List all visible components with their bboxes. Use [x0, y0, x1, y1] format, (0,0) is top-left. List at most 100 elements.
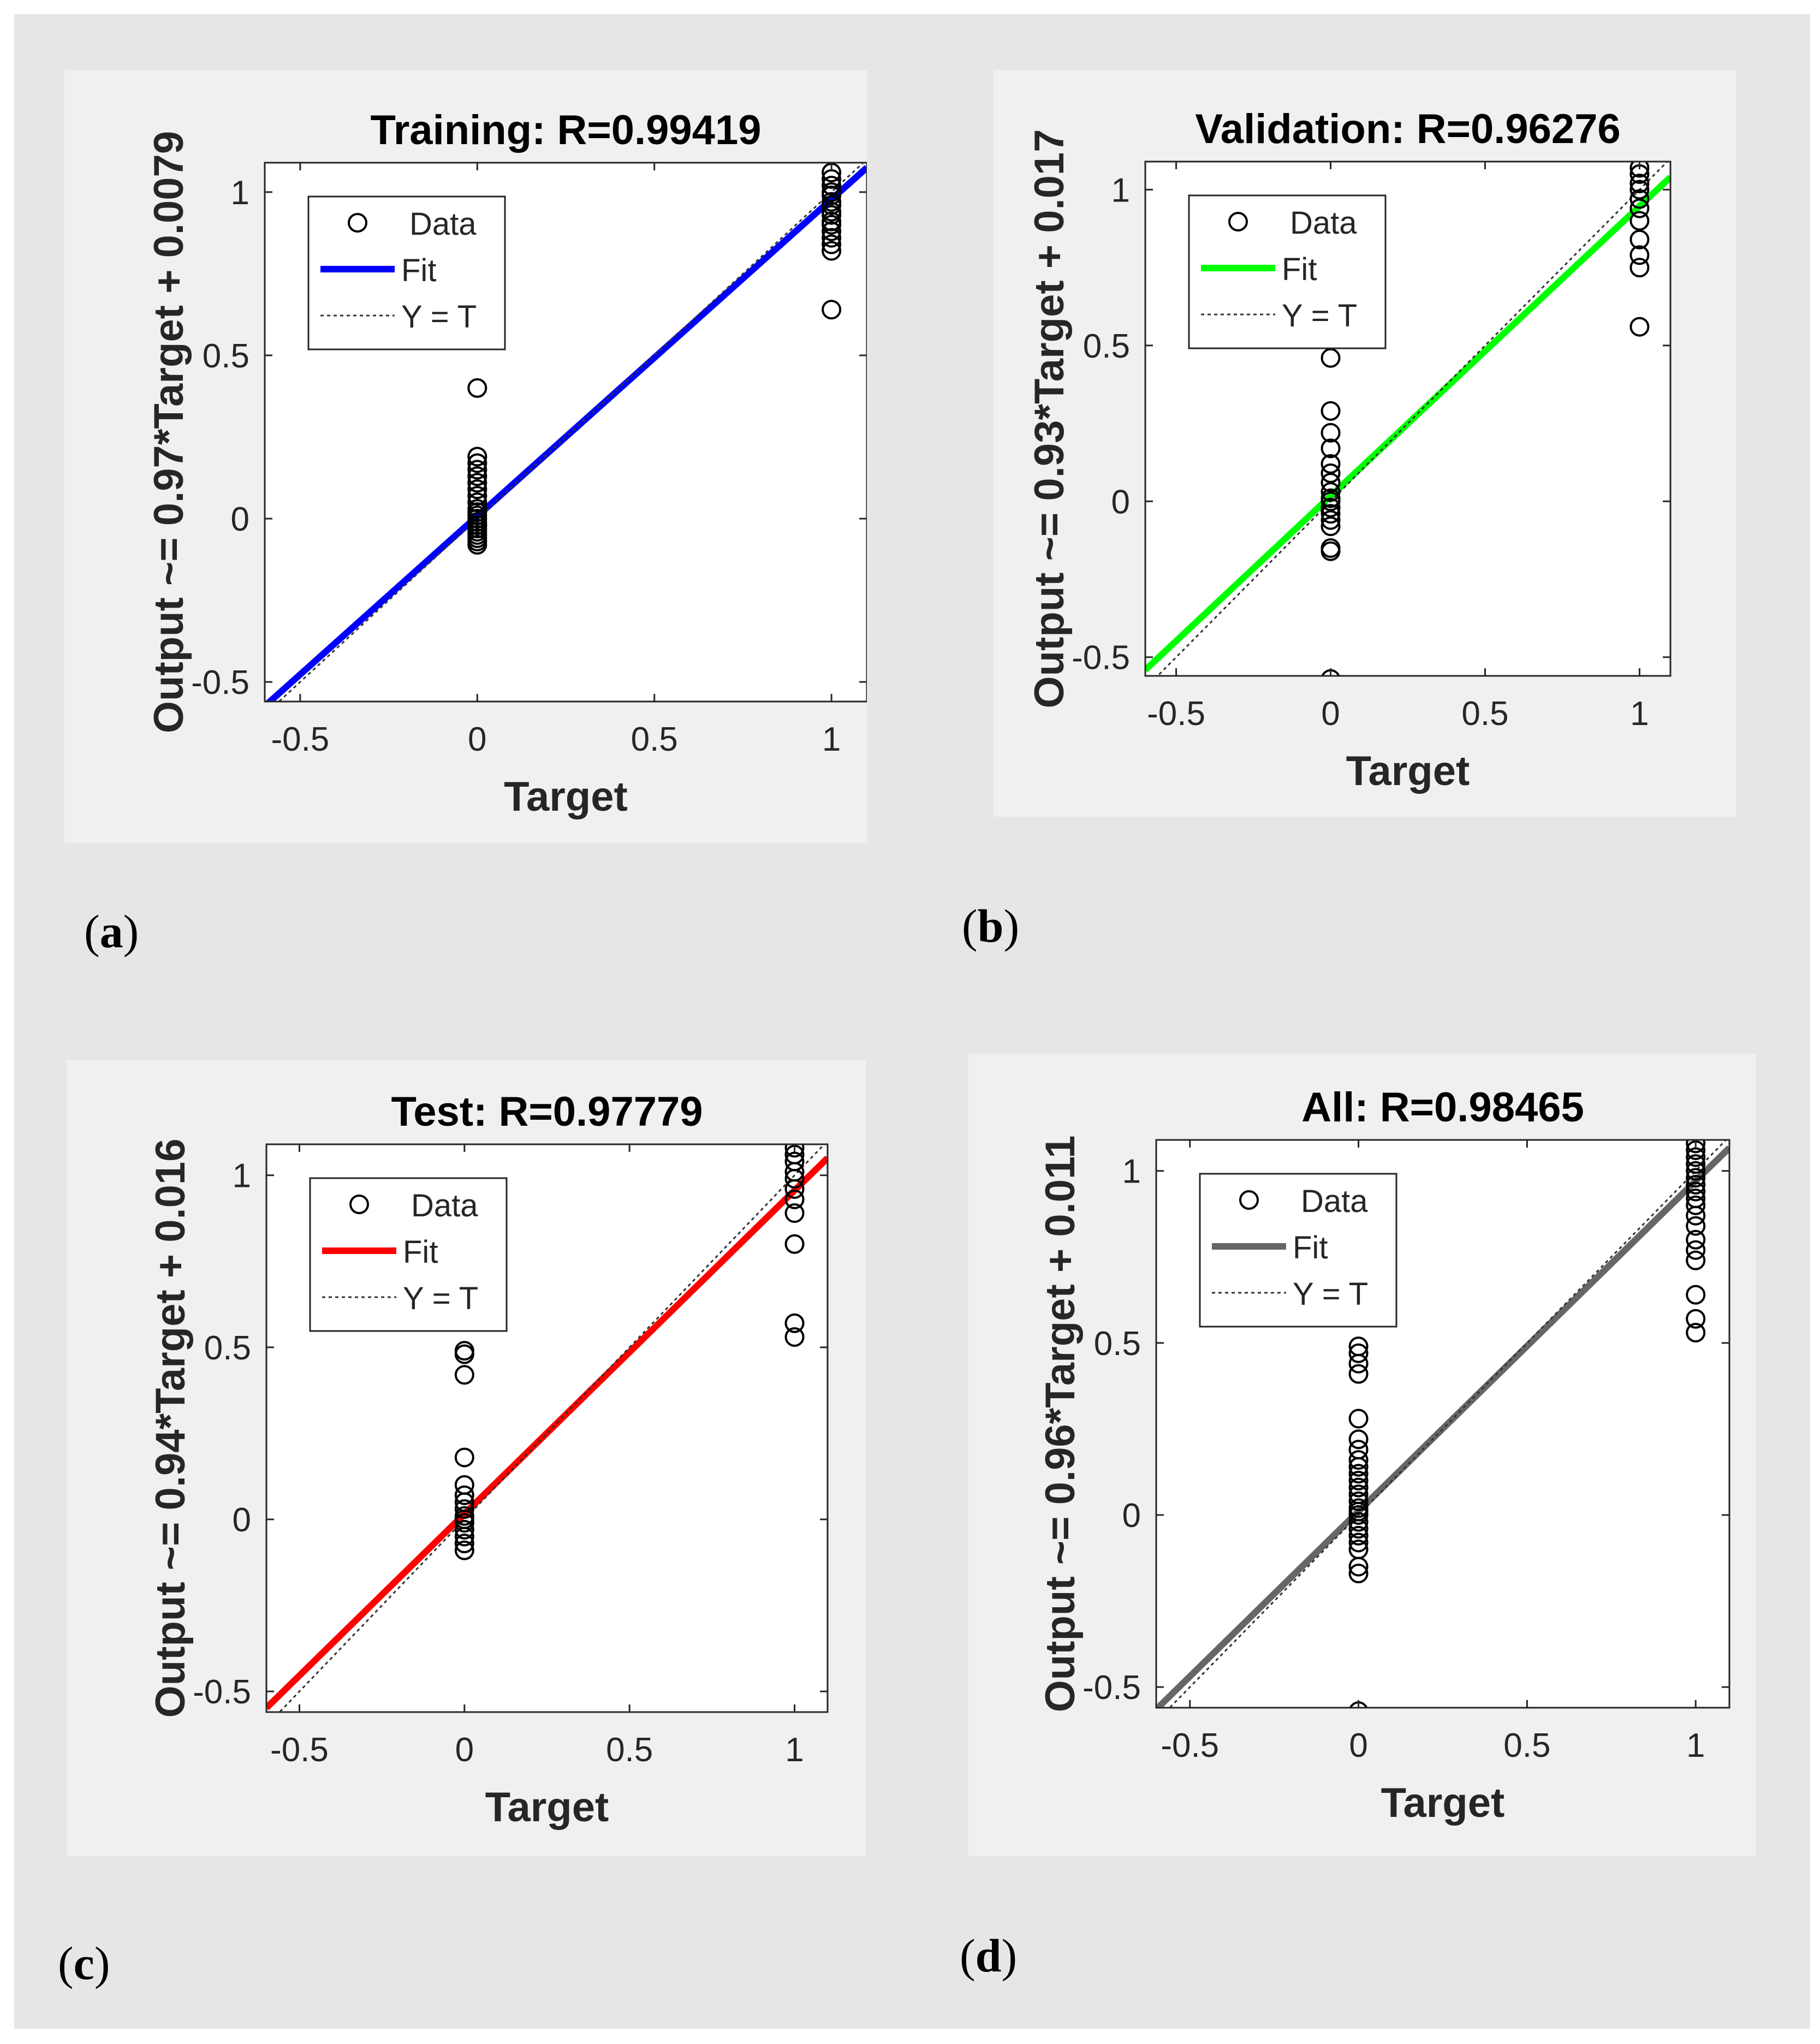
fit-line: [265, 165, 867, 702]
x-tick-label: 1: [1686, 1727, 1705, 1764]
data-point: [1348, 1564, 1369, 1584]
legend-data-label: Data: [1301, 1184, 1368, 1219]
data-point: [454, 1447, 474, 1467]
data-point: [1686, 1322, 1706, 1342]
x-axis-label: Target: [504, 774, 628, 820]
y-tick-label: 1: [1111, 171, 1130, 209]
data-point: [822, 221, 842, 241]
data-point: [1629, 229, 1650, 249]
y-tick-label: 0: [1122, 1497, 1141, 1535]
data-point: [467, 447, 487, 467]
identity-line: [278, 1144, 826, 1712]
y-tick-label: 0.5: [203, 337, 249, 375]
data-point: [822, 241, 842, 261]
chart-title: All: R=0.98465: [1301, 1084, 1584, 1131]
legend: Data Fit Y = T: [307, 195, 506, 350]
legend-box: [1199, 1173, 1397, 1328]
x-tick-label: 0: [1349, 1727, 1367, 1764]
data-point: [1321, 348, 1341, 368]
data-point: [822, 234, 842, 254]
y-tick-label: -0.5: [1083, 1669, 1141, 1707]
data-point: [1321, 401, 1341, 421]
panel-c: -0.5 0 0.5 1 -0.5 0 0.5 1 Test: R=0.97779 Target O…: [67, 1060, 866, 1856]
x-tick-label: 1: [1630, 695, 1649, 733]
y-tick-label: 0: [231, 501, 249, 538]
data-point: [467, 492, 487, 513]
data-point: [467, 486, 487, 506]
legend-box: [309, 1177, 508, 1332]
data-point: [454, 1519, 474, 1540]
data-point: [1686, 1154, 1706, 1174]
y-tick-label: -0.5: [1072, 639, 1130, 677]
legend-identity-label: Y = T: [1293, 1276, 1368, 1312]
data-point: [784, 1203, 805, 1223]
data-point: [1348, 1364, 1369, 1384]
data-point: [822, 175, 842, 195]
x-axis-label: Target: [1381, 1780, 1505, 1826]
y-tick-label: 1: [1122, 1153, 1141, 1191]
identity-line: [1168, 1140, 1727, 1708]
data-point: [1321, 497, 1341, 518]
y-tick-label: 0: [1111, 483, 1130, 521]
data-point: [1629, 198, 1650, 218]
legend: Data Fit Y = T: [1188, 194, 1387, 349]
identity-line: [277, 163, 865, 702]
chart-svg: -0.5 0 0.5 1 -0.5 0 0.5 1 Test: R=0.97779 Target O…: [147, 1089, 829, 1831]
legend-identity-label: Y = T: [403, 1281, 478, 1316]
data-point: [1321, 473, 1341, 493]
legend-data-label: Data: [1290, 205, 1357, 241]
data-point: [1629, 245, 1650, 265]
y-tick-label: 0.5: [204, 1329, 251, 1367]
legend-data-marker: [1228, 212, 1248, 231]
data-point: [1686, 1147, 1706, 1167]
x-tick-label: 0.5: [606, 1731, 653, 1769]
fit-line: [1156, 1145, 1729, 1708]
fit-line: [1145, 175, 1670, 673]
data-point: [454, 1534, 474, 1554]
data-point: [467, 378, 487, 398]
data-point: [1321, 482, 1341, 502]
data-point: [1348, 1343, 1369, 1363]
panel-d: -0.5 0 0.5 1 -0.5 0 0.5 1 All: R=0.98465 Target Ou…: [968, 1054, 1756, 1856]
data-point: [1629, 173, 1650, 193]
data-point: [1321, 463, 1341, 483]
data-point: [1629, 211, 1650, 231]
x-axis-label: Target: [485, 1784, 609, 1831]
x-tick-label: -0.5: [1147, 695, 1205, 733]
x-tick-label: 0: [455, 1731, 474, 1769]
data-point: [1321, 516, 1341, 536]
data-point: [784, 1169, 805, 1189]
data-point: [1348, 1353, 1369, 1374]
data-point: [1686, 1216, 1706, 1236]
data-point: [1348, 1429, 1369, 1449]
data-point: [1321, 504, 1341, 524]
data-point: [454, 1344, 474, 1364]
legend-data-label: Data: [411, 1188, 478, 1223]
chart-svg: -0.5 0 0.5 1 -0.5 0 0.5 1 All: R=0.98465 Target Ou…: [1037, 1084, 1730, 1826]
axes-box: [1155, 1139, 1730, 1709]
data-point: [1348, 1450, 1369, 1470]
axes-box: [265, 1143, 829, 1713]
data-point: [1686, 1181, 1706, 1202]
chart-svg: -0.5 0 0.5 1 -0.5 0 0.5 1 Training: R=0.99419 Tar…: [146, 107, 867, 820]
legend-box: [307, 195, 506, 350]
data-point: [784, 1313, 805, 1333]
panel-label-b: (b): [962, 900, 1020, 952]
data-point: [1321, 438, 1341, 459]
data-point: [1348, 1556, 1369, 1577]
plot-layer: [266, 1144, 828, 1712]
chart-svg: -0.5 0 0.5 1 -0.5 0 0.5 1 Validation: R=0.96276 T…: [1026, 106, 1672, 794]
data-point: [784, 1144, 805, 1158]
data-point: [822, 195, 842, 215]
data-point: [1629, 317, 1650, 337]
data-point: [1348, 1477, 1369, 1498]
data-point: [467, 509, 487, 529]
data-point: [1348, 1471, 1369, 1490]
data-point: [467, 479, 487, 500]
x-tick-label: 0.5: [1503, 1727, 1550, 1764]
plot-layer: [265, 163, 867, 702]
data-point: [822, 185, 842, 205]
data-point: [784, 1189, 805, 1209]
panel-b: -0.5 0 0.5 1 -0.5 0 0.5 1 Validation: R=0.96276 T…: [994, 70, 1736, 817]
y-axis-label: Output ~= 0.97*Target + 0.0079: [146, 131, 192, 733]
